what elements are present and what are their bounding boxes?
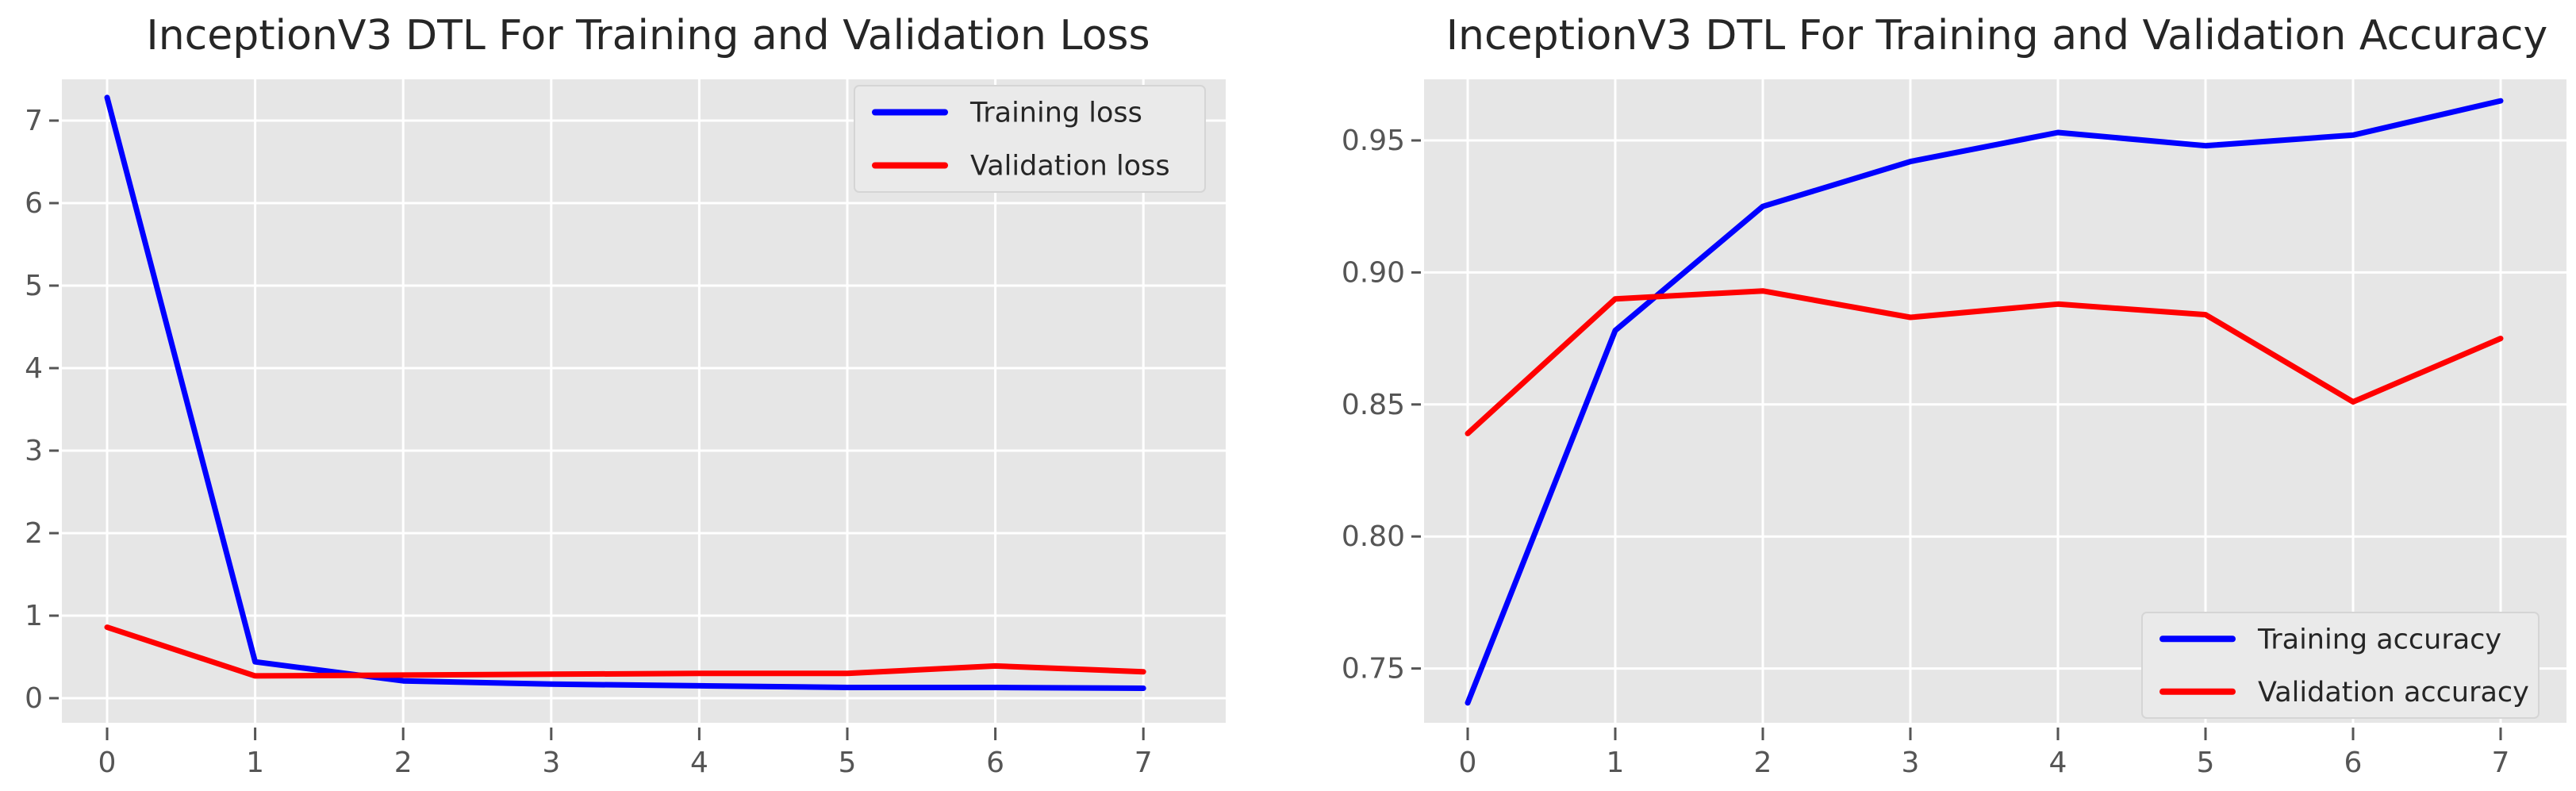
x-tick-label: 0: [1459, 747, 1477, 779]
legend-label-validation-accuracy: Validation accuracy: [2258, 677, 2529, 708]
series-line-training-loss: [104, 94, 1146, 691]
x-tick-label: 3: [542, 747, 560, 779]
x-tick-label: 7: [2492, 747, 2510, 779]
y-tick-label: 0: [25, 682, 43, 715]
y-tick-label: 4: [25, 352, 43, 385]
x-tick-label: 5: [839, 747, 857, 779]
y-tick-label: 7: [25, 105, 43, 137]
x-tick-label: 1: [246, 747, 264, 779]
x-tick-label: 4: [2049, 747, 2067, 779]
y-tick-label: 5: [25, 270, 43, 302]
x-tick-label: 7: [1134, 747, 1153, 779]
x-tick-label: 4: [690, 747, 708, 779]
x-tick-label: 1: [1607, 747, 1625, 779]
loss-plot-area: 0 1 2 3 4 5 6 7 0 1 2 3 4 5 6 7 Training loss Validation …: [25, 79, 1226, 779]
legend-label-training-accuracy: Training accuracy: [2257, 624, 2501, 655]
y-tick-label: 0.95: [1342, 125, 1405, 157]
loss-chart-title: InceptionV3 DTL For Training and Validat…: [146, 12, 1150, 60]
series-line-validation-accuracy: [1465, 288, 2504, 436]
legend-box: [2141, 612, 2540, 719]
y-tick-label: 0.90: [1342, 256, 1405, 289]
x-tick-label: 3: [1902, 747, 1920, 779]
loss-chart: InceptionV3 DTL For Training and Validat…: [25, 12, 1226, 779]
x-tick-label: 6: [986, 747, 1004, 779]
y-tick-label: 6: [25, 187, 43, 220]
accuracy-chart-title: InceptionV3 DTL For Training and Validat…: [1446, 12, 2548, 60]
y-tick-label: 2: [25, 517, 43, 550]
y-tick-label: 0.80: [1342, 520, 1405, 553]
accuracy-plot-area: 0.75 0.80 0.85 0.90 0.95 0 1 2 3 4 5 6 7 Training acc…: [1342, 79, 2566, 779]
legend-label-training-loss: Training loss: [969, 98, 1142, 129]
y-tick-label: 1: [25, 600, 43, 632]
y-tick-label: 3: [25, 435, 43, 467]
legend-label-validation-loss: Validation loss: [970, 151, 1170, 182]
y-tick-label: 0.85: [1342, 389, 1405, 421]
y-tick-label: 0.75: [1342, 653, 1405, 685]
x-tick-label: 2: [394, 747, 413, 779]
accuracy-chart: InceptionV3 DTL For Training and Validat…: [1342, 12, 2566, 779]
series-line-validation-loss: [104, 624, 1146, 679]
series-line-training-accuracy: [1465, 98, 2504, 706]
x-tick-label: 2: [1754, 747, 1772, 779]
x-tick-label: 6: [2344, 747, 2363, 779]
x-tick-label: 0: [98, 747, 117, 779]
x-tick-label: 5: [2197, 747, 2215, 779]
